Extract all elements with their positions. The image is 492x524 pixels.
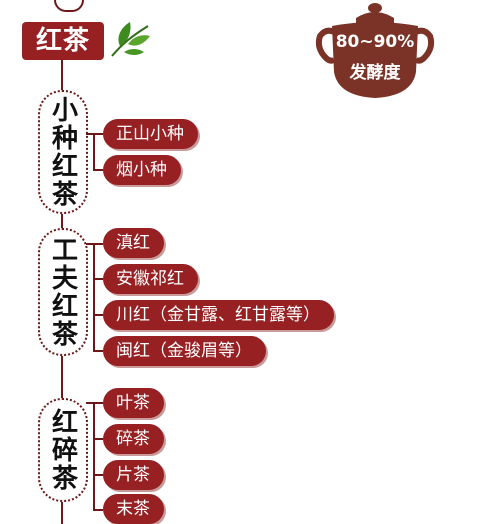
category-label: 红碎茶 bbox=[47, 408, 78, 492]
category-label: 工夫红茶 bbox=[47, 236, 78, 348]
top-ornament bbox=[54, 0, 84, 12]
branch-line bbox=[93, 278, 103, 280]
branch-line bbox=[93, 169, 103, 171]
branch-line bbox=[93, 314, 103, 316]
category-suicha: 红碎茶 bbox=[38, 398, 88, 502]
fermentation-range: 80~90% bbox=[335, 32, 415, 52]
category-xiaozhong: 小种红茶 bbox=[38, 90, 88, 214]
branch-line bbox=[93, 509, 103, 511]
branch-line bbox=[93, 438, 103, 440]
tea-item: 末茶 bbox=[103, 494, 164, 524]
tea-item: 闽红（金骏眉等） bbox=[103, 336, 266, 366]
fermentation-label: 发酵度 bbox=[349, 63, 401, 83]
tea-item: 烟小种 bbox=[103, 155, 181, 185]
tea-item: 安徽祁红 bbox=[103, 264, 198, 294]
tea-item: 碎茶 bbox=[103, 424, 164, 454]
tea-item: 叶茶 bbox=[103, 388, 164, 418]
tea-item: 片茶 bbox=[103, 460, 164, 490]
tea-item: 滇红 bbox=[103, 228, 164, 258]
category-gongfu: 工夫红茶 bbox=[38, 228, 88, 356]
branch-line bbox=[93, 474, 103, 476]
branch-line bbox=[93, 350, 103, 352]
page-title: 红茶 bbox=[22, 22, 104, 60]
tea-item: 正山小种 bbox=[103, 119, 198, 149]
leaf-icon bbox=[111, 22, 150, 57]
branch-line bbox=[93, 133, 95, 170]
teapot-icon bbox=[315, 3, 435, 98]
category-label: 小种红茶 bbox=[47, 96, 78, 208]
tea-item: 川红（金甘露、红甘露等） bbox=[103, 300, 334, 330]
branch-line bbox=[93, 402, 95, 510]
branch-line bbox=[93, 243, 95, 352]
